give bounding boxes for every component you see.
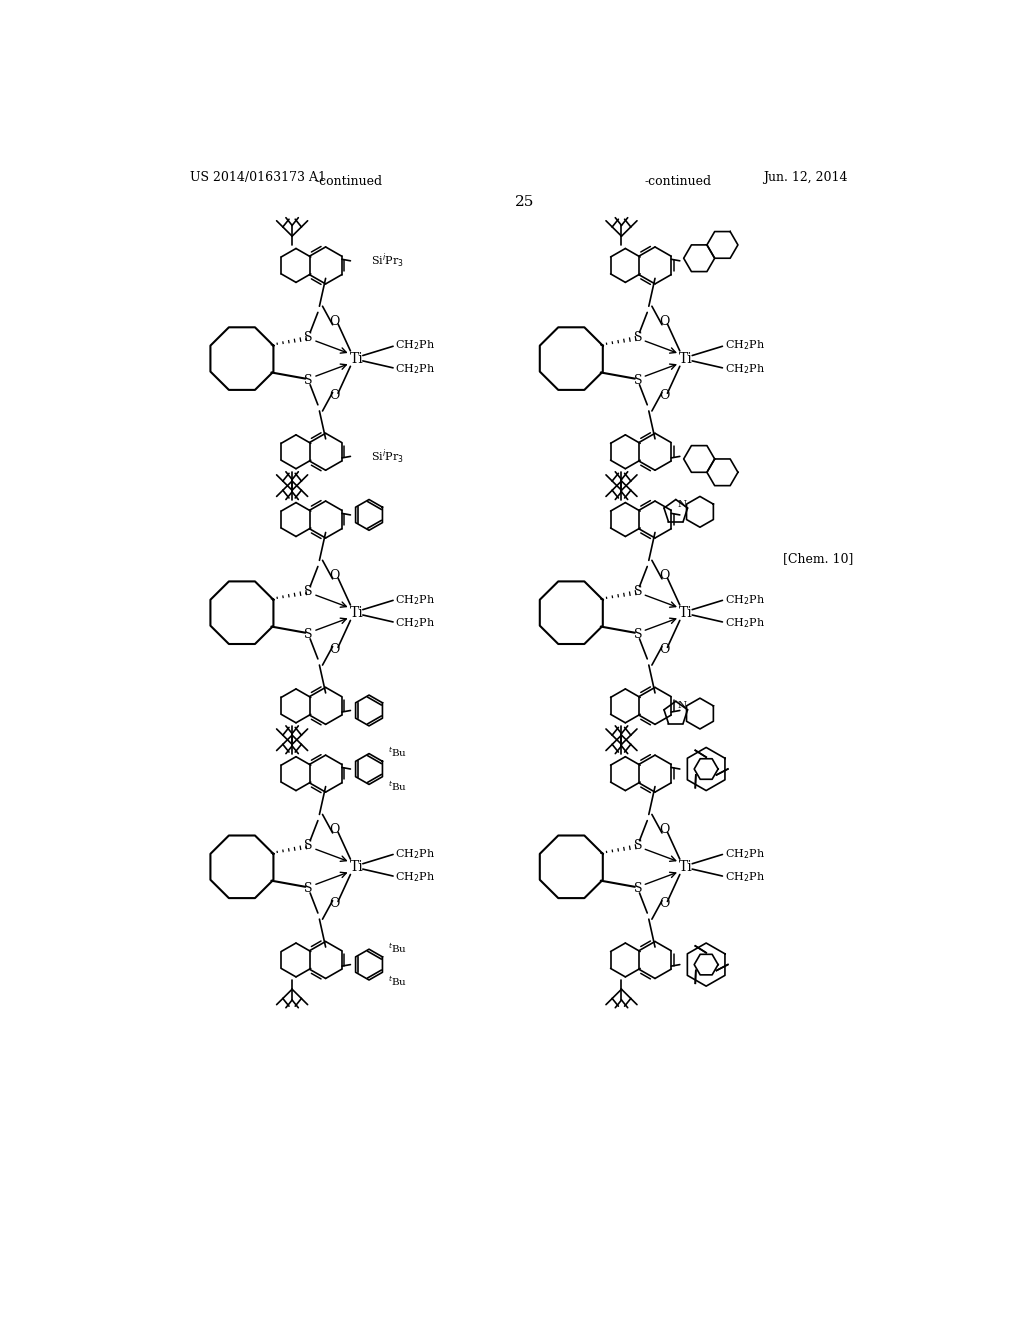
Text: N: N <box>678 500 686 508</box>
Text: CH$_2$Ph: CH$_2$Ph <box>725 847 765 861</box>
Text: S: S <box>304 330 312 343</box>
Text: CH$_2$Ph: CH$_2$Ph <box>725 339 765 352</box>
Text: S: S <box>634 330 642 343</box>
Text: CH$_2$Ph: CH$_2$Ph <box>395 847 435 861</box>
Text: S: S <box>304 585 312 598</box>
Text: O: O <box>330 569 340 582</box>
Text: [Chem. 10]: [Chem. 10] <box>783 552 853 565</box>
Text: O: O <box>330 643 340 656</box>
Text: O: O <box>330 898 340 911</box>
Text: Ti: Ti <box>679 859 693 874</box>
Text: S: S <box>304 374 312 387</box>
Text: CH$_2$Ph: CH$_2$Ph <box>725 870 765 883</box>
Text: Ti: Ti <box>350 351 364 366</box>
Text: CH$_2$Ph: CH$_2$Ph <box>725 616 765 630</box>
Text: S: S <box>634 838 642 851</box>
Text: S: S <box>304 882 312 895</box>
Text: S: S <box>634 628 642 640</box>
Text: CH$_2$Ph: CH$_2$Ph <box>395 362 435 375</box>
Text: S: S <box>634 585 642 598</box>
Text: CH$_2$Ph: CH$_2$Ph <box>725 593 765 606</box>
Text: CH$_2$Ph: CH$_2$Ph <box>395 616 435 630</box>
Text: Ti: Ti <box>350 859 364 874</box>
Text: O: O <box>330 315 340 329</box>
Text: S: S <box>634 882 642 895</box>
Text: O: O <box>659 824 670 837</box>
Text: -continued: -continued <box>645 176 712 187</box>
Text: O: O <box>330 389 340 403</box>
Text: Ti: Ti <box>350 606 364 619</box>
Text: $^t$Bu: $^t$Bu <box>388 941 407 954</box>
Text: N: N <box>678 701 686 710</box>
Text: S: S <box>304 838 312 851</box>
Text: O: O <box>659 898 670 911</box>
Text: CH$_2$Ph: CH$_2$Ph <box>395 870 435 883</box>
Text: O: O <box>659 389 670 403</box>
Text: Si$^i$Pr$_3$: Si$^i$Pr$_3$ <box>371 447 403 466</box>
Text: $^t$Bu: $^t$Bu <box>388 779 407 793</box>
Text: 25: 25 <box>515 195 535 210</box>
Text: Ti: Ti <box>679 606 693 619</box>
Text: Ti: Ti <box>679 351 693 366</box>
Text: CH$_2$Ph: CH$_2$Ph <box>395 593 435 606</box>
Text: -continued: -continued <box>315 176 382 187</box>
Text: Si$^i$Pr$_3$: Si$^i$Pr$_3$ <box>371 252 403 271</box>
Text: O: O <box>330 824 340 837</box>
Text: S: S <box>634 374 642 387</box>
Text: $^t$Bu: $^t$Bu <box>388 974 407 989</box>
Text: $^t$Bu: $^t$Bu <box>388 746 407 759</box>
Text: O: O <box>659 643 670 656</box>
Text: O: O <box>659 315 670 329</box>
Text: S: S <box>304 628 312 640</box>
Text: CH$_2$Ph: CH$_2$Ph <box>395 339 435 352</box>
Text: CH$_2$Ph: CH$_2$Ph <box>725 362 765 375</box>
Text: Jun. 12, 2014: Jun. 12, 2014 <box>764 172 848 185</box>
Text: O: O <box>659 569 670 582</box>
Text: US 2014/0163173 A1: US 2014/0163173 A1 <box>190 172 326 185</box>
